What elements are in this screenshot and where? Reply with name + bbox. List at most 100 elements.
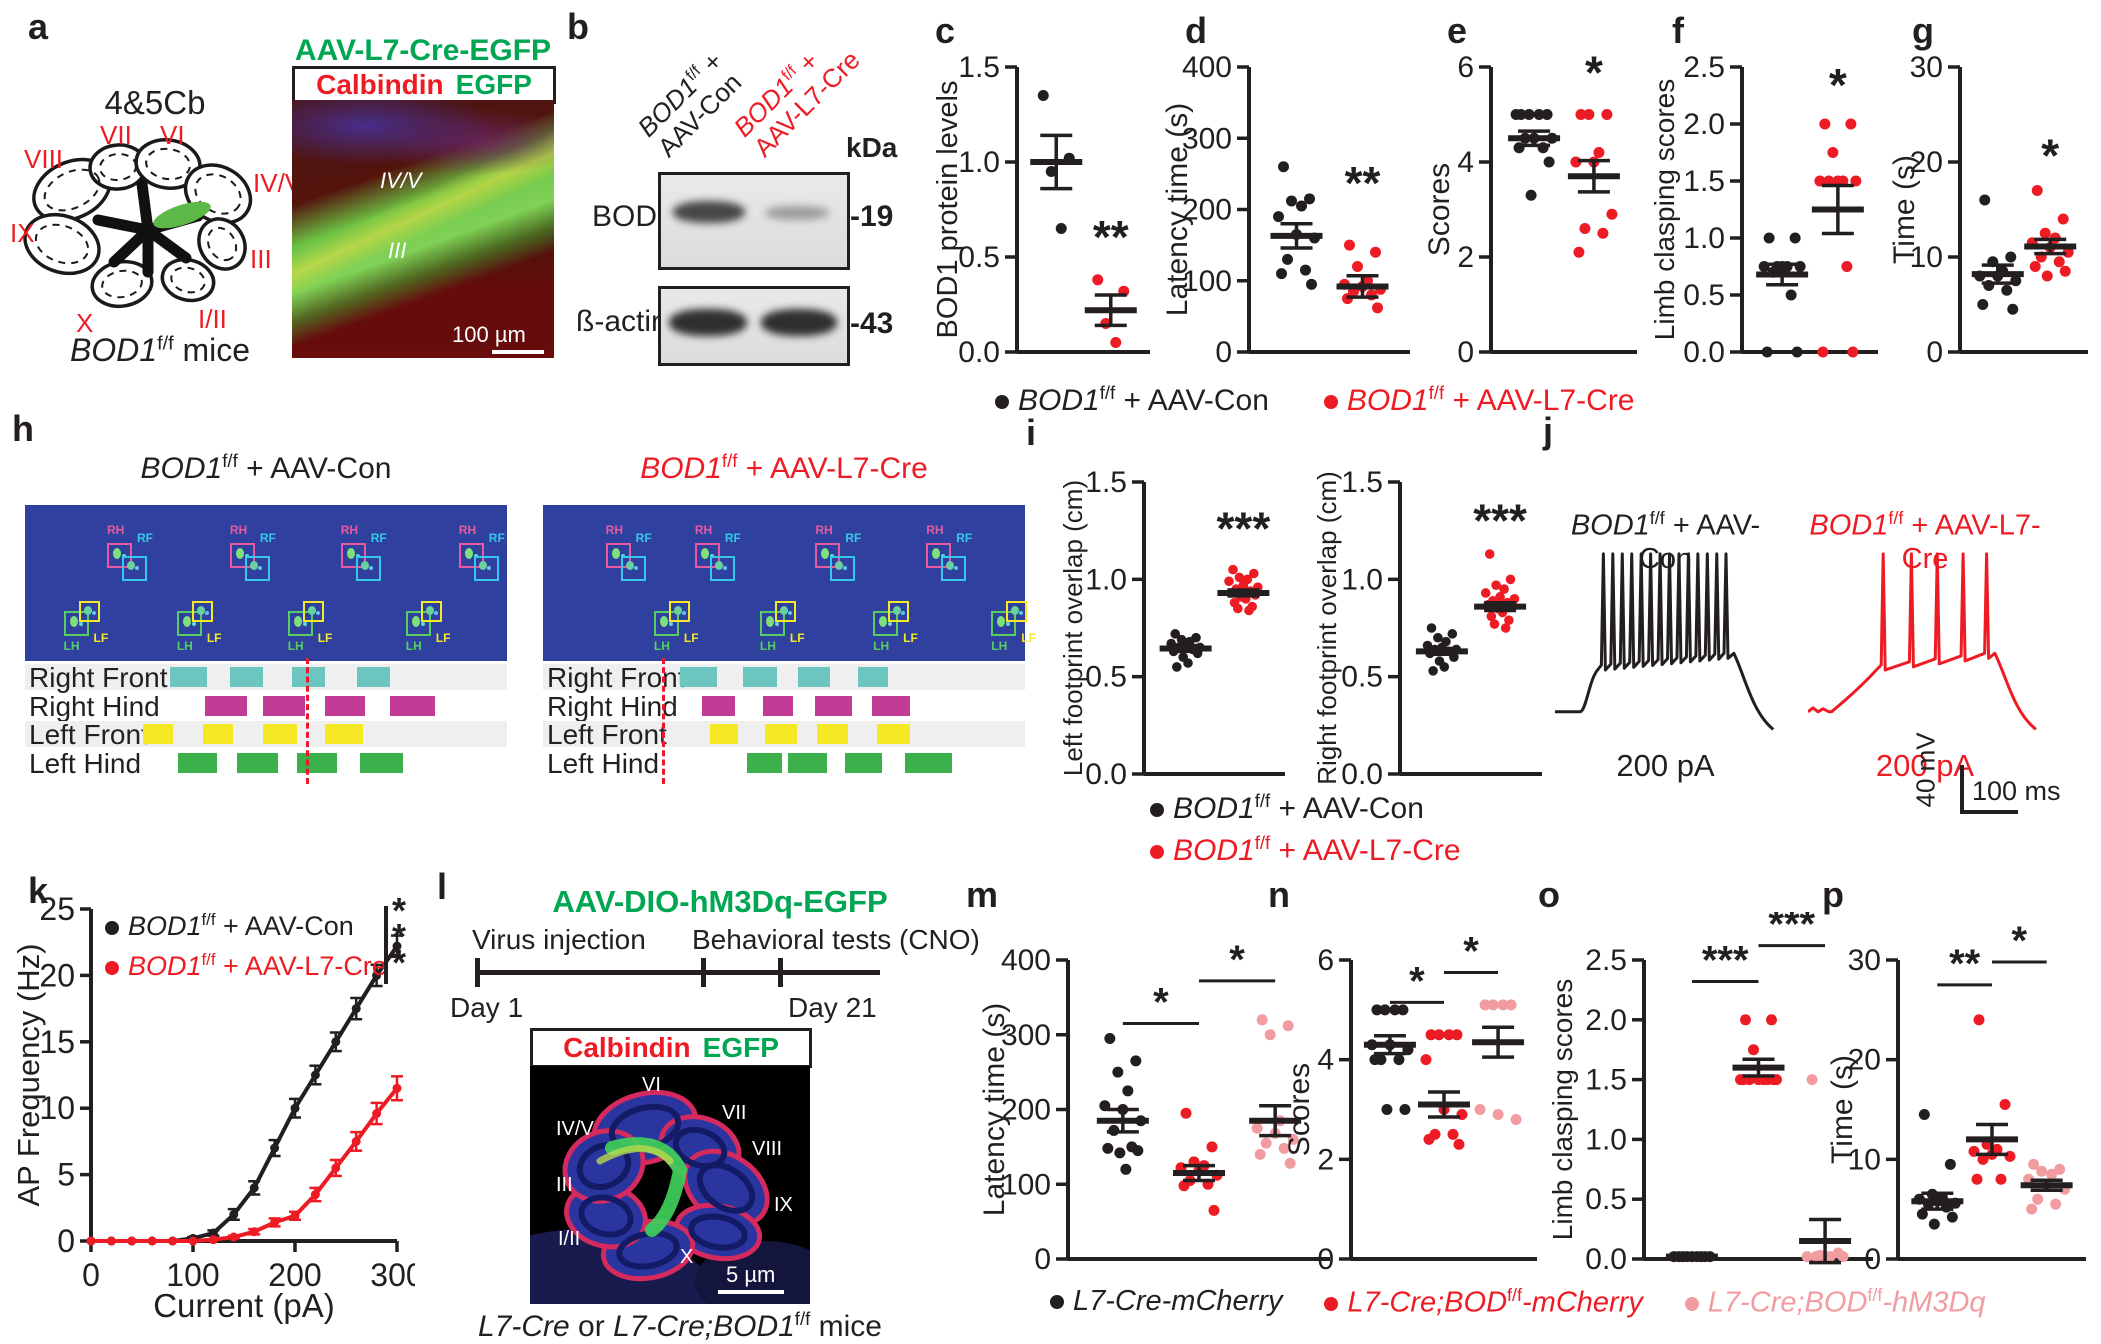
svg-text:0: 0 [1034,1243,1051,1276]
svg-text:***: *** [1768,912,1815,947]
svg-text:1.5: 1.5 [1085,466,1127,499]
paw-box [63,611,89,636]
svg-text:0: 0 [1864,1243,1881,1276]
trace-con [1555,552,1775,731]
svg-text:200: 200 [1182,194,1232,227]
stance-bar [845,752,882,773]
stance-bar [389,695,435,716]
svg-text:25: 25 [39,893,75,927]
stance-bar [743,667,778,687]
stance-bar [857,667,889,687]
actin-band-lane2 [761,309,837,336]
paw-label: RH [340,523,359,537]
footprint-pair-right: RH RF [815,523,865,585]
paw-label: RH [926,523,944,537]
svg-text:2.0: 2.0 [1585,1004,1627,1037]
stain-egfp-l: EGFP [702,1032,779,1063]
legend-dot [105,920,119,935]
svg-text:0.5: 0.5 [1341,661,1383,694]
caption-l: L7-Cre or L7-Cre;BOD1f/f mice [478,1308,882,1343]
sig-bracket-k [384,906,388,984]
svg-text:*: * [1229,938,1245,982]
stance-bar [237,752,279,773]
paw-box [830,556,856,581]
paw-label: RH [694,523,713,537]
svg-text:1.5: 1.5 [1341,466,1383,499]
svg-text:Left footprint overlap (cm): Left footprint overlap (cm) [1058,480,1088,776]
svg-text:15: 15 [39,1024,75,1060]
footprint-pair-left: LH LF [63,601,114,653]
lobule-label-ix: IX [10,218,35,248]
egfp-band [605,1137,688,1237]
svg-text:1.0: 1.0 [1085,563,1127,596]
lobule-label-x: X [76,308,94,338]
lobule-label-vi: VI [160,120,185,150]
legend-entry: L7-Cre;BODf/f-hM3Dq [1684,1285,1986,1320]
svg-text:6: 6 [1457,51,1474,84]
panel-label-h: h [12,408,34,449]
svg-text:2.5: 2.5 [1585,944,1627,977]
footprint-pair-right: RH RF [458,523,509,585]
legend-panel-i: BOD1f/f + AAV-Con BOD1f/f + AAV-L7-Cre [1150,790,1461,868]
legend-dot [1150,803,1164,818]
stain-legend-a: Calbindin EGFP [292,66,556,104]
paw-label: LF [93,631,109,645]
svg-text:1.0: 1.0 [1341,563,1383,596]
paw-box [78,601,100,622]
paw-box [709,556,735,581]
l-lobule-iii2: I/II [558,1228,581,1250]
virus-title-l: AAV-DIO-hM3Dq-EGFP [552,884,888,919]
svg-text:30: 30 [1848,944,1881,977]
svg-text:200: 200 [1001,1094,1051,1127]
svg-text:400: 400 [1182,51,1232,84]
legend-entry: L7-Cre-mCherry [1050,1285,1282,1320]
legend-entry: BOD1f/f + AAV-Con [995,382,1269,418]
svg-text:*: * [1409,959,1425,1003]
stance-bar [204,695,248,716]
stance-bar [765,724,797,744]
l-lobule-ivv: IV/V [556,1118,594,1140]
paw-label: LH [653,639,670,653]
stain-calbindin: Calbindin [316,69,444,100]
virus-title-a: AAV-L7-Cre-EGFP [294,34,552,67]
paw-label: RF [136,531,153,545]
paw-label: RH [106,523,125,537]
legend-entry: BOD1f/f + AAV-L7-Cre [1323,382,1635,418]
stance-bar [814,695,852,716]
stance-bar [679,667,717,687]
timeline-label-injection: Virus injection [472,924,646,955]
svg-text:30: 30 [1910,51,1943,84]
l-lobule-x: X [680,1246,694,1268]
panel-label-f: f [1672,10,1684,51]
legend-entry: BOD1f/f + AAV-Con [105,910,387,942]
paw-label: RF [259,531,276,545]
panel-label-a: a [28,6,49,47]
actin-band-lane1 [669,309,747,336]
svg-text:2.0: 2.0 [1683,108,1725,141]
gait-row: Right Hind [25,691,507,722]
stance-bar [296,752,337,773]
svg-text:Limb clasping scores: Limb clasping scores [1548,979,1578,1240]
paw-box [759,611,785,636]
paw-label: LF [317,631,333,645]
timeline-day21: Day 21 [788,992,877,1023]
trace-cre [1808,552,2037,731]
stance-bar [762,695,794,716]
stance-bar [787,752,827,773]
svg-text:20: 20 [1910,146,1943,179]
footprint-pair-left: LH LF [873,601,923,653]
svg-text:Time (s): Time (s) [1890,155,1921,264]
lobule-label-iii: III [250,244,272,274]
svg-text:Current (pA): Current (pA) [153,1287,335,1324]
cerebellum-sketch: VIII VII VI IV/V IX III X I/II [10,120,302,338]
paw-label: LH [991,639,1008,653]
svg-text:*: * [2041,130,2059,182]
paw-box [941,556,967,581]
stance-bar [710,724,739,744]
stance-bar [357,667,390,687]
panel-label-i: i [1026,412,1037,453]
svg-text:100: 100 [166,1257,219,1293]
footprint-pair-left: LH LF [287,601,338,653]
